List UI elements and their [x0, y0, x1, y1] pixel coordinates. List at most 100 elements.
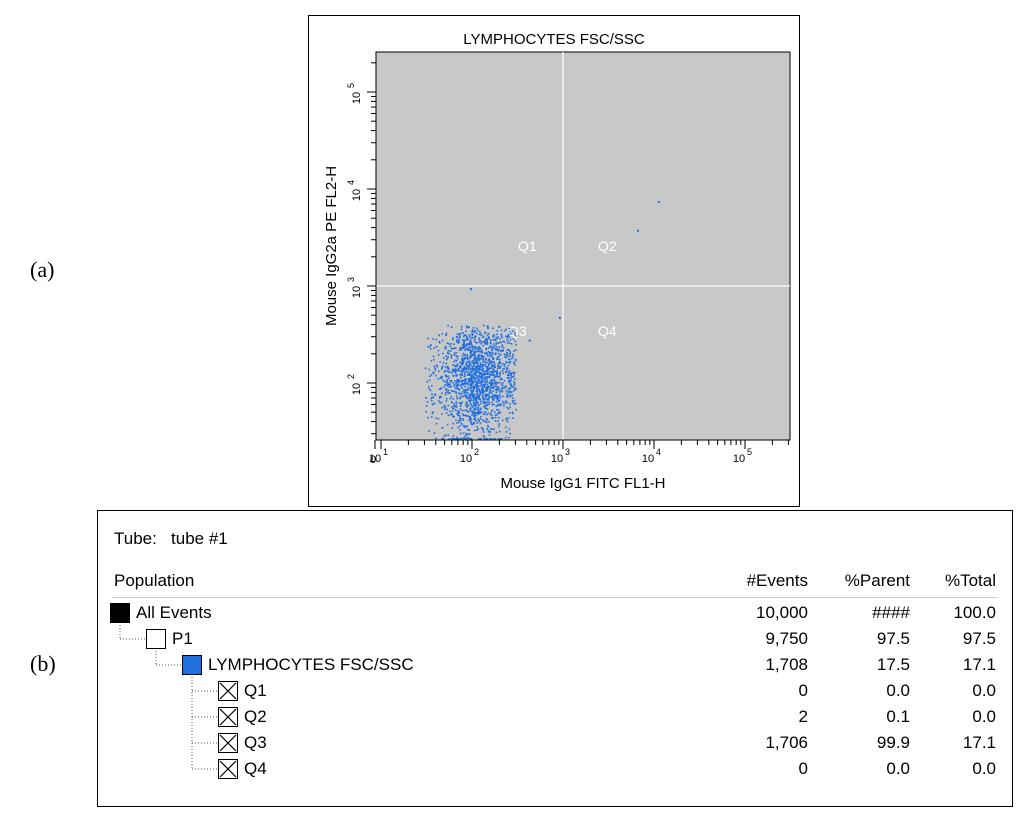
- population-row[interactable]: Q4 0 0.0 0.0: [98, 757, 1012, 783]
- population-row[interactable]: Q2 2 0.1 0.0: [98, 705, 1012, 731]
- event-point: [491, 387, 494, 389]
- population-name: P1: [172, 629, 193, 648]
- event-point: [509, 394, 511, 397]
- event-point: [443, 371, 446, 373]
- event-point: [470, 438, 473, 440]
- event-point: [473, 357, 476, 360]
- y-tick-exponent-4: 4: [346, 180, 356, 185]
- event-point: [491, 409, 494, 411]
- population-color-swatch[interactable]: [146, 629, 166, 649]
- event-point: [445, 434, 447, 436]
- event-point: [452, 364, 454, 366]
- event-point: [456, 438, 459, 440]
- event-point: [491, 361, 494, 363]
- event-point: [460, 376, 462, 379]
- population-row[interactable]: All Events 10,000 #### 100.0: [98, 601, 1012, 627]
- event-point: [482, 376, 485, 379]
- event-point: [456, 364, 458, 367]
- event-point: [452, 368, 454, 371]
- event-point: [502, 382, 504, 384]
- event-point: [432, 371, 434, 374]
- event-point: [428, 379, 431, 382]
- event-point: [437, 417, 440, 420]
- event-point: [491, 356, 494, 359]
- event-point: [481, 394, 484, 397]
- event-point: [475, 398, 478, 401]
- event-point: [464, 436, 466, 438]
- event-point: [482, 324, 485, 327]
- event-point: [499, 396, 502, 399]
- event-point: [463, 335, 465, 338]
- event-point: [503, 365, 506, 368]
- event-point: [515, 402, 517, 405]
- event-point: [509, 383, 512, 385]
- event-point: [457, 355, 459, 358]
- population-total-value: 0.0: [972, 759, 996, 778]
- event-point: [463, 438, 466, 440]
- population-color-swatch[interactable]: [110, 603, 130, 623]
- event-point: [446, 370, 449, 372]
- event-point: [455, 406, 458, 408]
- event-point: [481, 341, 483, 343]
- event-point: [498, 394, 501, 397]
- event-point: [441, 365, 444, 368]
- event-point: [450, 347, 453, 350]
- event-point: [506, 406, 508, 409]
- event-point: [497, 336, 500, 338]
- event-point: [442, 362, 445, 364]
- event-point: [490, 386, 492, 388]
- panel-label-a: (a): [30, 257, 55, 282]
- event-point: [490, 382, 493, 385]
- event-point: [465, 414, 467, 417]
- event-point: [457, 384, 460, 387]
- event-point: [484, 370, 487, 373]
- event-point: [456, 436, 458, 439]
- event-point: [466, 349, 469, 351]
- event-point: [488, 375, 491, 377]
- population-row[interactable]: Q3 1,706 99.9 17.1: [98, 731, 1012, 757]
- population-row[interactable]: LYMPHOCYTES FSC/SSC 1,708 17.5 17.1: [98, 653, 1012, 679]
- gate-checkbox-icon[interactable]: [218, 733, 238, 753]
- event-point: [491, 348, 494, 350]
- event-point: [467, 433, 469, 436]
- event-point: [490, 362, 493, 364]
- event-point: [466, 392, 469, 394]
- gate-checkbox-icon[interactable]: [218, 759, 238, 779]
- y-tick-label-10e2: 10: [351, 383, 363, 395]
- event-point: [447, 324, 449, 327]
- event-point: [435, 437, 437, 440]
- event-point: [483, 385, 486, 388]
- event-point: [468, 342, 470, 345]
- gate-checkbox-icon[interactable]: [218, 681, 238, 701]
- event-point: [442, 357, 445, 359]
- population-color-swatch[interactable]: [182, 655, 202, 675]
- event-point: [465, 391, 467, 394]
- event-point: [487, 394, 490, 396]
- population-row[interactable]: P1 9,750 97.5 97.5: [98, 627, 1012, 653]
- population-total-value: 97.5: [962, 629, 996, 648]
- population-row[interactable]: Q1 0 0.0 0.0: [98, 679, 1012, 705]
- event-point: [496, 409, 498, 411]
- event-point: [476, 368, 479, 371]
- event-point: [509, 406, 511, 408]
- event-point: [463, 425, 466, 427]
- event-point: [484, 411, 487, 413]
- event-point: [498, 346, 501, 348]
- outlier-point: [558, 316, 561, 319]
- event-point: [430, 344, 432, 346]
- event-point: [444, 383, 446, 386]
- event-point: [483, 373, 486, 375]
- event-point: [437, 378, 440, 380]
- event-point: [513, 386, 516, 389]
- event-point: [428, 368, 431, 371]
- event-point: [479, 411, 481, 413]
- event-point: [468, 368, 471, 371]
- event-point: [498, 430, 501, 433]
- event-point: [440, 396, 442, 398]
- event-point: [456, 365, 458, 368]
- event-point: [450, 354, 453, 357]
- gate-checkbox-icon[interactable]: [218, 707, 238, 727]
- event-point: [494, 411, 496, 414]
- event-point: [473, 397, 476, 400]
- event-point: [454, 359, 457, 362]
